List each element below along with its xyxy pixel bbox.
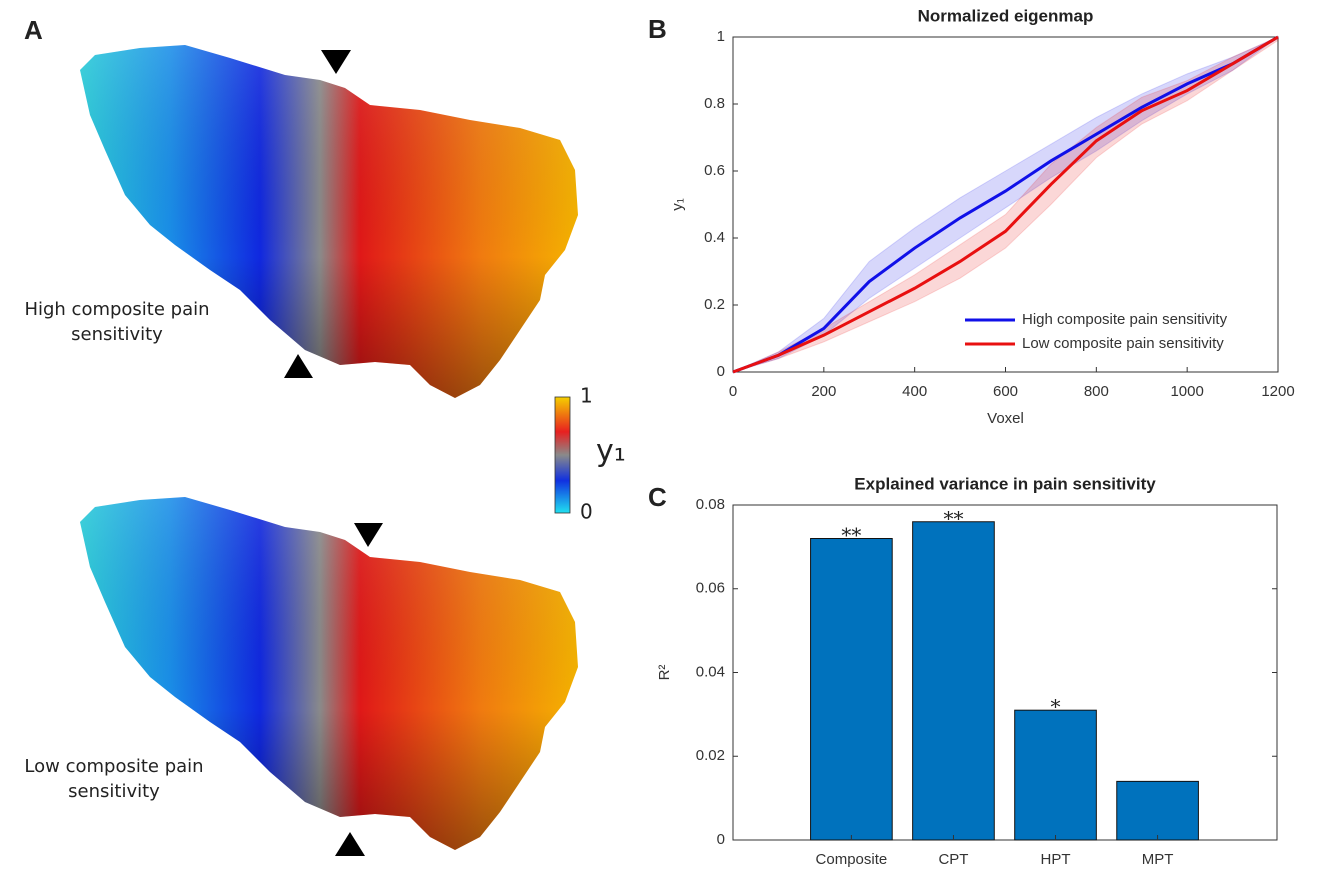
colorbar — [554, 396, 571, 514]
legend-label: Low composite pain sensitivity — [1022, 335, 1224, 352]
significance-label: ** — [943, 506, 963, 530]
y-tick-label: 0.8 — [704, 95, 725, 112]
colorbar-tick-label: 1 — [580, 384, 593, 408]
y-tick-label: 0.4 — [704, 229, 725, 246]
x-tick-label: 1200 — [1261, 383, 1294, 400]
group-label: sensitivity — [68, 781, 160, 802]
x-axis-label: Voxel — [987, 410, 1024, 427]
x-tick-label: 200 — [811, 383, 836, 400]
arrow-marker — [284, 354, 313, 378]
bar — [912, 521, 995, 841]
y-axis-label: y₁ — [669, 198, 686, 211]
legend-box — [955, 308, 1262, 356]
x-tick-label: 1000 — [1170, 383, 1203, 400]
y-tick-label: 0 — [717, 363, 725, 380]
bar — [1014, 709, 1097, 841]
arrow-marker — [335, 832, 365, 856]
significance-label: * — [1051, 695, 1061, 719]
group-label: sensitivity — [71, 324, 163, 345]
bar — [1116, 780, 1199, 841]
chart-title: Normalized eigenmap — [918, 6, 1094, 25]
x-tick-label: 400 — [902, 383, 927, 400]
colorbar-label: y₁ — [596, 434, 626, 469]
x-tick-label: Composite — [816, 851, 888, 868]
y-tick-label: 0.04 — [696, 663, 725, 680]
chart-title: Explained variance in pain sensitivity — [854, 474, 1156, 493]
y-tick-label: 0.06 — [696, 580, 725, 597]
y-tick-label: 0 — [717, 831, 725, 848]
legend-label: High composite pain sensitivity — [1022, 311, 1228, 328]
y-tick-label: 1 — [717, 28, 725, 45]
x-tick-label: 0 — [729, 383, 737, 400]
x-tick-label: 600 — [993, 383, 1018, 400]
arrow-marker — [354, 523, 383, 547]
panel-label: A — [24, 15, 43, 45]
arrow-marker — [321, 50, 351, 74]
y-axis-label: R² — [656, 665, 673, 681]
bar — [810, 538, 893, 841]
x-tick-label: MPT — [1142, 851, 1174, 868]
significance-label: ** — [841, 523, 861, 547]
y-tick-label: 0.02 — [696, 747, 725, 764]
panel-label: C — [648, 482, 667, 512]
group-label: High composite pain — [24, 299, 209, 320]
group-label: Low composite pain — [24, 756, 203, 777]
y-tick-label: 0.2 — [704, 296, 725, 313]
colorbar-tick-label: 0 — [580, 500, 593, 524]
panel-label: B — [648, 14, 667, 44]
brain-top — [80, 45, 578, 398]
series-line — [732, 35, 1279, 374]
x-tick-label: HPT — [1041, 851, 1071, 868]
series-line — [732, 35, 1279, 374]
x-tick-label: CPT — [938, 851, 968, 868]
y-tick-label: 0.6 — [704, 162, 725, 179]
x-tick-label: 800 — [1084, 383, 1109, 400]
y-tick-label: 0.08 — [696, 496, 725, 513]
